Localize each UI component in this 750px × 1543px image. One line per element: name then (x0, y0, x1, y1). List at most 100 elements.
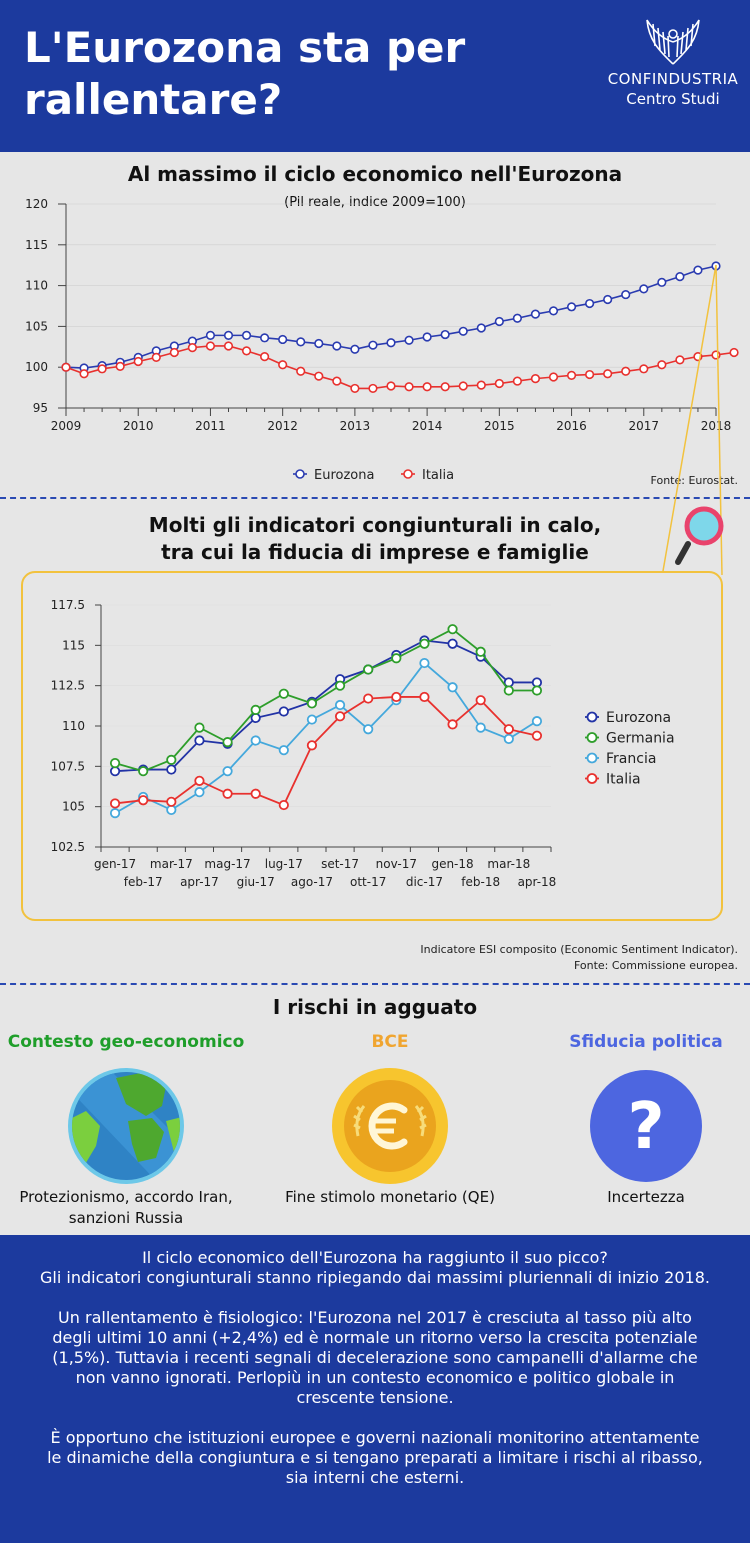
data-point-germania (503, 685, 514, 696)
data-point-germania (531, 685, 543, 696)
esi-line-chart: 102.5 105 107.5 110 112.5 115 117.5 gen-17 feb-1… (51, 598, 675, 889)
data-point-italia (97, 364, 107, 374)
data-point-italia (603, 369, 613, 379)
risk-title-geo: Contesto geo-economico (7, 1032, 245, 1052)
series-line-francia (114, 661, 538, 814)
data-point-eurozona (350, 344, 360, 354)
legend-marker-italia (586, 773, 598, 784)
data-point-italia (187, 343, 197, 353)
data-point-francia (503, 733, 514, 745)
data-point-eurozona (657, 277, 667, 287)
data-point-italia (79, 369, 89, 379)
y-tick-label: 117.5 (51, 598, 85, 612)
y-tick-label: 105 (25, 319, 48, 333)
x-tick-label: feb-17 (124, 875, 163, 889)
x-tick-label: giu-17 (237, 875, 275, 889)
x-tick-label: 2016 (556, 419, 587, 433)
risk-caption-bce: Fine stimolo monetario (QE) (285, 1188, 495, 1206)
confindustria-logo: CONFINDUSTRIA Centro Studi (598, 12, 748, 122)
y-tick-label: 110 (25, 279, 48, 293)
data-point-eurozona (531, 677, 543, 688)
data-point-italia (278, 799, 289, 811)
data-point-eurozona (205, 330, 216, 340)
risks-title: I rischi in agguato (272, 995, 478, 1019)
data-point-eurozona (603, 294, 613, 305)
data-point-italia (404, 382, 414, 392)
legend-marker-eurozona (586, 711, 598, 723)
page-title: L'Eurozona sta per rallentare? (24, 23, 466, 124)
risk-caption-geo: Protezionismo, accordo Iran, sanzioni Ru… (19, 1188, 233, 1227)
data-point-germania (166, 754, 177, 765)
data-point-italia (138, 795, 149, 806)
data-point-italia (332, 376, 342, 386)
x-tick-label: feb-18 (461, 875, 500, 889)
data-point-eurozona (223, 330, 234, 340)
data-point-germania (194, 722, 205, 733)
x-tick-label: mar-17 (150, 857, 193, 871)
data-point-eurozona (250, 712, 261, 724)
x-tick-label: 2009 (51, 419, 82, 433)
magnifier-icon (675, 506, 724, 565)
data-point-eurozona (241, 330, 252, 340)
y-tick-label: 105 (62, 800, 85, 814)
data-point-eurozona (314, 338, 324, 349)
data-point-italia (503, 724, 514, 735)
data-point-francia (334, 699, 346, 711)
x-tick-label: ago-17 (291, 875, 333, 889)
x-tick-label: dic-17 (406, 875, 443, 889)
x-tick-label: apr-18 (518, 875, 557, 889)
legend-label-germania: Germania (606, 731, 675, 747)
x-tick-label: 2014 (412, 419, 443, 433)
series-line-italia (114, 696, 538, 807)
data-point-eurozona (260, 333, 270, 343)
data-point-italia (278, 360, 288, 370)
data-point-germania (222, 737, 233, 748)
series-line-germania (114, 628, 537, 773)
data-point-francia (222, 766, 233, 777)
data-point-italia (109, 798, 121, 809)
legend-marker-germania (586, 732, 598, 743)
data-point-italia (447, 719, 458, 730)
y-tick-label: 107.5 (51, 759, 85, 773)
y-tick-label: 100 (25, 360, 48, 374)
data-point-eurozona (422, 332, 432, 342)
data-point-italia (657, 360, 667, 370)
data-point-italia (223, 341, 234, 351)
x-tick-label: nov-17 (376, 857, 417, 871)
data-point-eurozona (530, 309, 541, 319)
data-point-italia (306, 740, 318, 751)
data-point-francia (475, 722, 486, 733)
euro-coin-icon (332, 1068, 448, 1184)
x-tick-label: 2015 (484, 419, 515, 433)
y-tick-label: 115 (25, 238, 48, 252)
data-point-italia (585, 369, 595, 380)
risk-title-politics: Sfiducia politica (569, 1032, 723, 1052)
globe-icon (68, 1068, 184, 1184)
x-tick-label: 2012 (267, 419, 298, 433)
y-tick-label: 120 (25, 197, 48, 211)
data-point-italia (260, 351, 270, 362)
data-point-italia (169, 347, 179, 358)
data-point-germania (250, 704, 261, 715)
chart2-frame (21, 571, 723, 921)
svg-text:?: ? (627, 1090, 664, 1164)
legend-marker-francia (586, 752, 598, 764)
data-point-italia (296, 366, 306, 376)
legend-label-italia: Italia (606, 772, 641, 788)
risk-title-bce: BCE (371, 1032, 409, 1052)
data-point-italia (729, 347, 739, 358)
data-point-eurozona (440, 329, 450, 340)
data-point-francia (531, 716, 543, 727)
data-point-francia (447, 682, 458, 693)
data-point-italia (422, 382, 432, 392)
data-point-francia (194, 787, 205, 798)
data-point-germania (278, 688, 289, 699)
data-point-eurozona (332, 341, 342, 351)
data-point-italia (566, 370, 577, 380)
header-banner: L'Eurozona sta per rallentare? CONFINDUS… (0, 0, 750, 152)
data-point-italia (494, 378, 504, 389)
data-point-italia (675, 355, 685, 365)
summary-paragraph-1: Il ciclo economico dell'Eurozona ha ragg… (40, 1248, 710, 1287)
x-tick-label: 2011 (195, 419, 226, 433)
data-point-italia (115, 361, 125, 371)
